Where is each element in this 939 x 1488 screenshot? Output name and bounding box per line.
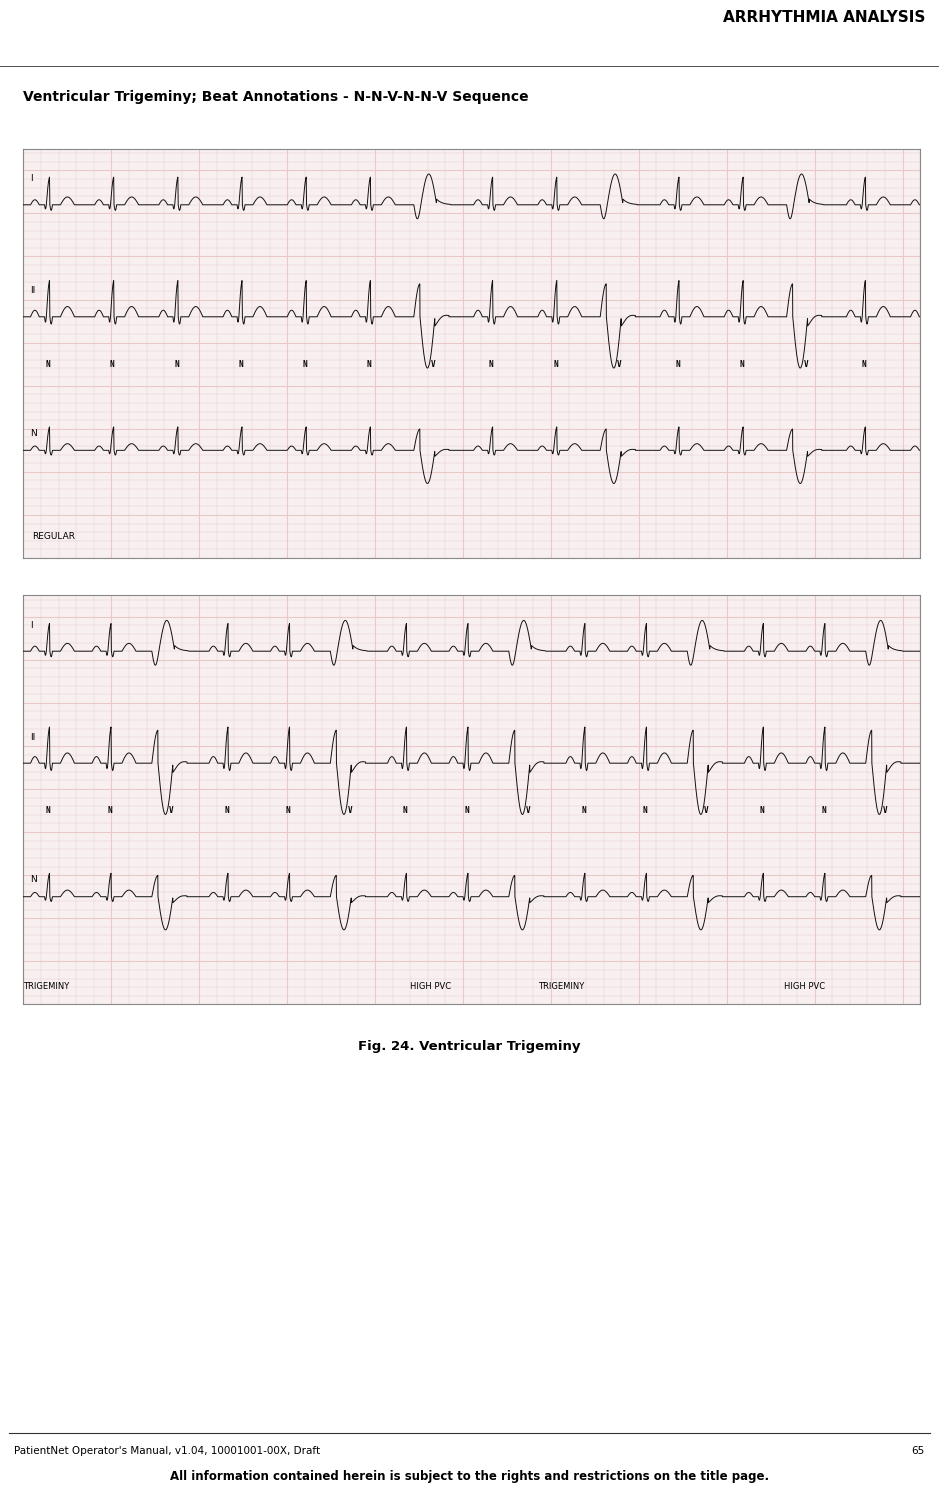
Text: 65: 65 [912, 1446, 925, 1457]
Text: N: N [174, 360, 178, 369]
Text: V: V [526, 806, 531, 815]
Text: N: N [862, 360, 867, 369]
Text: V: V [804, 360, 808, 369]
Text: N: N [302, 360, 307, 369]
Text: V: V [347, 806, 352, 815]
Text: TRIGEMINY: TRIGEMINY [538, 982, 584, 991]
Text: ARRHYTHMIA ANALYSIS: ARRHYTHMIA ANALYSIS [722, 10, 925, 25]
Text: I: I [30, 620, 33, 629]
Text: N: N [822, 806, 825, 815]
Text: I: I [30, 174, 33, 183]
Text: TRIGEMINY: TRIGEMINY [23, 982, 69, 991]
Text: N: N [46, 360, 51, 369]
Text: N: N [739, 360, 744, 369]
Text: N: N [224, 806, 229, 815]
Text: V: V [617, 360, 622, 369]
Text: Fig. 24. Ventricular Trigeminy: Fig. 24. Ventricular Trigeminy [359, 1040, 580, 1052]
Text: All information contained herein is subject to the rights and restrictions on th: All information contained herein is subj… [170, 1470, 769, 1482]
Text: N: N [110, 360, 115, 369]
Text: N: N [30, 429, 38, 437]
Text: V: V [883, 806, 887, 815]
Text: N: N [464, 806, 469, 815]
Text: N: N [489, 360, 494, 369]
Text: N: N [107, 806, 112, 815]
Text: N: N [642, 806, 647, 815]
Text: PatientNet Operator's Manual, v1.04, 10001001-00X, Draft: PatientNet Operator's Manual, v1.04, 100… [14, 1446, 320, 1457]
Text: N: N [553, 360, 558, 369]
Text: II: II [30, 734, 36, 743]
Text: N: N [366, 360, 371, 369]
Text: V: V [169, 806, 174, 815]
Text: N: N [760, 806, 764, 815]
Text: N: N [675, 360, 680, 369]
Text: V: V [704, 806, 709, 815]
Text: Ventricular Trigeminy; Beat Annotations - N-N-V-N-N-V Sequence: Ventricular Trigeminy; Beat Annotations … [23, 89, 529, 104]
Text: REGULAR: REGULAR [32, 531, 75, 540]
Text: HIGH PVC: HIGH PVC [410, 982, 452, 991]
Text: HIGH PVC: HIGH PVC [784, 982, 825, 991]
Text: N: N [403, 806, 408, 815]
Text: N: N [30, 875, 38, 884]
Text: II: II [30, 287, 36, 296]
Text: N: N [46, 806, 51, 815]
Text: N: N [285, 806, 290, 815]
Text: N: N [239, 360, 243, 369]
Text: N: N [581, 806, 586, 815]
Text: V: V [431, 360, 436, 369]
